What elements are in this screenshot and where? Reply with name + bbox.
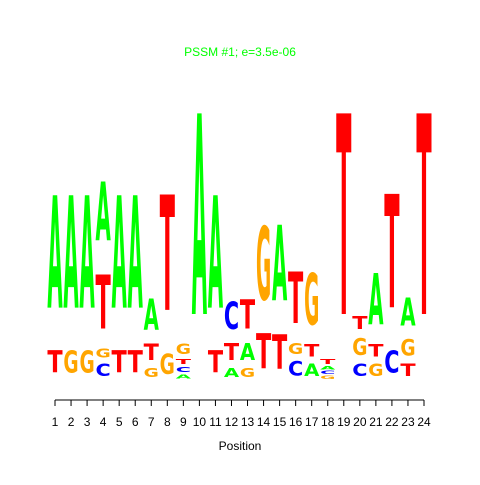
- logo-letter: A: [63, 165, 78, 345]
- x-tick-label: 19: [337, 415, 351, 429]
- x-tick-label: 8: [164, 415, 171, 429]
- logo-letter: T: [240, 292, 255, 339]
- logo-letter: T: [208, 345, 223, 380]
- logo-letter: T: [96, 259, 111, 346]
- logo-letter: T: [288, 260, 303, 341]
- x-tick-label: 23: [401, 415, 415, 429]
- x-tick-label: 7: [148, 415, 155, 429]
- logo-letter: A: [176, 374, 192, 380]
- logo-letter: G: [144, 365, 159, 380]
- chart-title: PSSM #1; e=3.5e-06: [184, 45, 296, 59]
- x-tick-label: 12: [225, 415, 239, 429]
- x-tick-label: 10: [193, 415, 207, 429]
- logo-letter: G: [288, 340, 303, 358]
- logo-letter: T: [384, 164, 399, 345]
- logo-letter: A: [304, 361, 319, 380]
- logo-letter: C: [384, 346, 399, 381]
- logo-letter: A: [112, 165, 127, 345]
- logo-letter: T: [416, 60, 431, 380]
- logo-letter: C: [176, 366, 191, 374]
- x-tick-label: 21: [369, 415, 383, 429]
- x-tick-label: 3: [84, 415, 91, 429]
- logo-letter: C: [288, 357, 303, 380]
- logo-letter: A: [96, 166, 111, 259]
- x-tick-label: 20: [353, 415, 367, 429]
- logo-letter: A: [47, 165, 62, 345]
- x-tick-label: 5: [116, 415, 123, 429]
- logo-letter: G: [368, 362, 383, 381]
- x-axis-label: Position: [219, 439, 262, 453]
- logo-letter: T: [112, 345, 127, 380]
- logo-letter: T: [144, 340, 159, 366]
- logo-letter: T: [128, 345, 143, 380]
- x-tick-label: 16: [289, 415, 303, 429]
- logo-letter: G: [79, 345, 94, 380]
- x-tick-label: 13: [241, 415, 255, 429]
- logo-letter: T: [256, 324, 271, 380]
- logo-letter: G: [320, 376, 335, 381]
- logo-letter: T: [352, 312, 367, 333]
- logo-letter: T: [176, 358, 192, 366]
- logo-letter: A: [79, 165, 94, 345]
- x-tick-label: 2: [68, 415, 75, 429]
- logo-letter: T: [336, 60, 351, 380]
- logo-letter: T: [400, 361, 416, 380]
- logo-letter: A: [368, 261, 383, 343]
- x-tick-label: 1: [52, 415, 59, 429]
- x-tick-label: 18: [321, 415, 335, 429]
- logo-letter: G: [63, 345, 78, 380]
- logo-letter: T: [368, 342, 384, 361]
- x-tick-label: 24: [417, 415, 431, 429]
- logo-letter: T: [224, 339, 240, 366]
- x-tick-label: 11: [209, 415, 222, 429]
- logo-letter: C: [352, 362, 367, 380]
- logo-letter: A: [320, 366, 335, 371]
- x-tick-label: 22: [385, 415, 399, 429]
- logo-letter: C: [224, 296, 239, 339]
- logo-letter: A: [144, 290, 159, 340]
- logo-letter: A: [400, 292, 415, 336]
- logo-letter: A: [240, 339, 255, 366]
- logo-letter: A: [272, 205, 287, 326]
- logo-letter: A: [224, 366, 240, 380]
- logo-letter: G: [400, 335, 415, 361]
- logo-letter: G: [352, 333, 367, 361]
- x-tick-label: 6: [132, 415, 139, 429]
- x-tick-label: 17: [305, 415, 319, 429]
- logo-letter: T: [47, 345, 62, 380]
- logo-letter: G: [256, 208, 271, 325]
- x-tick-label: 15: [273, 415, 287, 429]
- logo-letter: T: [304, 342, 320, 361]
- logo-letter: G: [176, 342, 191, 358]
- logo-letter: T: [160, 163, 175, 348]
- logo-letter: T: [272, 325, 287, 380]
- logo-letter: C: [320, 370, 335, 375]
- logo-letter: G: [96, 346, 111, 361]
- x-tick-label: 9: [180, 415, 187, 429]
- logo-letter: C: [96, 362, 111, 380]
- x-tick-label: 14: [257, 415, 271, 429]
- logo-letter: G: [304, 260, 319, 342]
- logo-letter: G: [160, 348, 175, 381]
- x-tick-label: 4: [100, 415, 107, 429]
- logo-letter: G: [240, 365, 255, 380]
- logo-letter: T: [320, 358, 336, 366]
- logo-letter: A: [192, 60, 207, 380]
- logo-letter: A: [128, 165, 143, 345]
- logo-letter: A: [208, 165, 223, 345]
